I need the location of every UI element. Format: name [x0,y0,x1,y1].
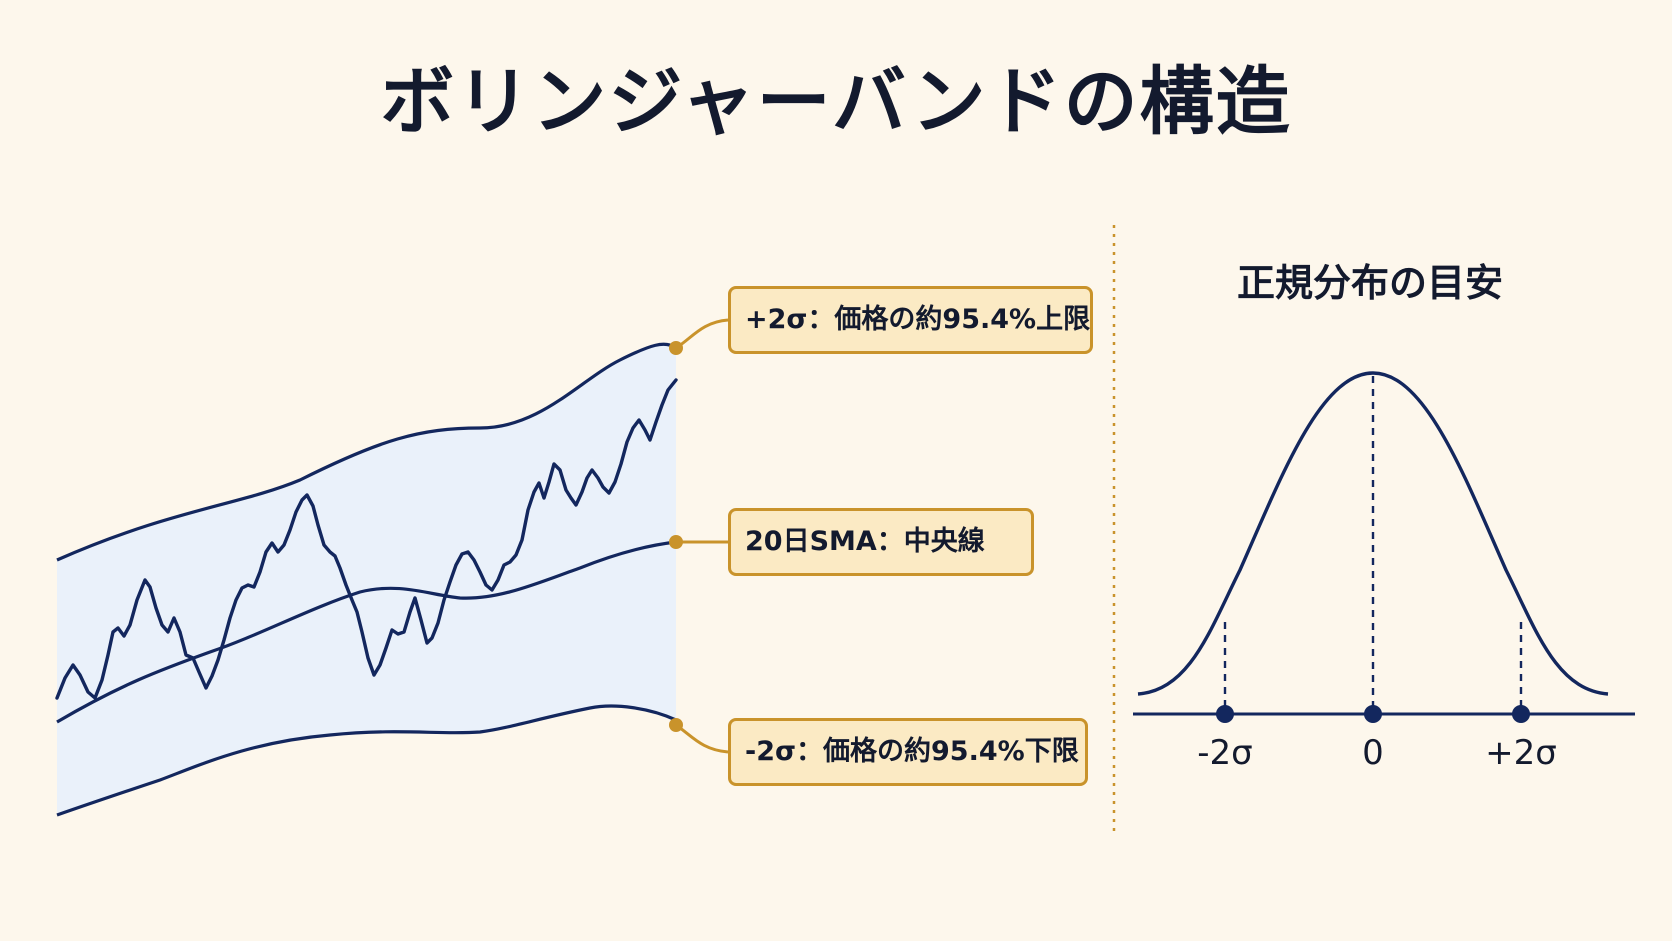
plus-2sigma-point [1512,705,1530,723]
middle-connector-dot [669,535,683,549]
bell-curve [1137,371,1609,696]
minus-2sigma-point [1216,705,1234,723]
tick-label-zero: 0 [1362,733,1384,773]
tick-label-plus-2sigma: +2σ [1485,733,1557,773]
band-fill [57,344,676,815]
tick-label-minus-2sigma: -2σ [1197,733,1253,773]
upper-connector [675,318,729,350]
sma-callout: 20日SMA：中央線 [728,508,1034,576]
distribution-title: 正規分布の目安 [1236,261,1503,305]
upper-band-line [56,342,677,562]
page-title: ボリンジャーバンドの構造 [380,59,1292,145]
sma-line [56,540,677,724]
lower-band-line [56,704,677,817]
lower-connector [675,723,729,754]
lower-connector-dot [669,718,683,732]
upper-band-callout: +2σ：価格の約95.4%上限 [728,286,1093,354]
lower-band-callout: -2σ：価格の約95.4%下限 [728,718,1088,786]
mean-point [1364,705,1382,723]
upper-connector-dot [669,341,683,355]
price-line [55,378,678,700]
